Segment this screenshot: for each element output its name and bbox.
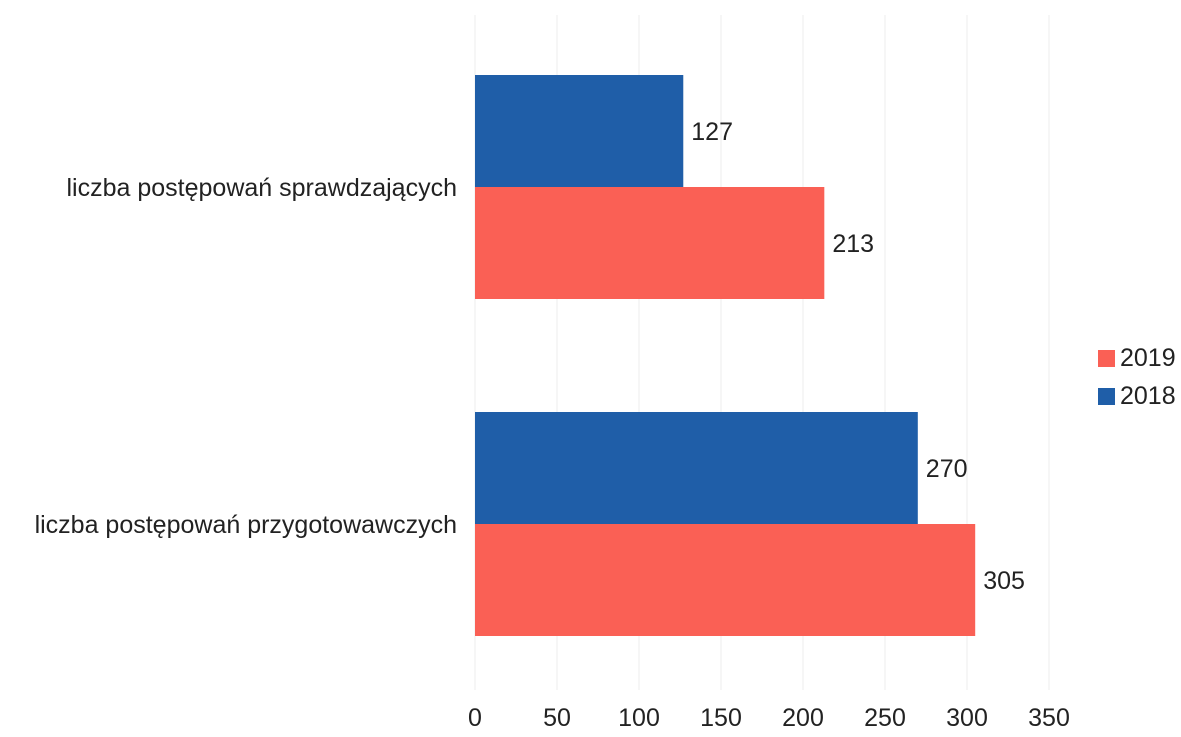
category-labels: liczba postępowań sprawdzających liczba p…: [35, 174, 457, 539]
value-label-2018-1: 270: [926, 455, 968, 483]
bar-2019-0: [475, 187, 825, 299]
legend-swatch-2018: [1098, 388, 1115, 405]
x-tick-label: 200: [782, 704, 824, 732]
value-label-2018-0: 127: [691, 118, 733, 146]
x-tick-label: 350: [1028, 704, 1070, 732]
bar-2018-1: [475, 412, 918, 524]
x-tick-label: 250: [864, 704, 906, 732]
value-labels: 127 213 270 305: [691, 118, 1025, 595]
category-label-1: liczba postępowań przygotowawczych: [35, 511, 457, 539]
x-tick-label: 150: [700, 704, 742, 732]
x-tick-label: 100: [618, 704, 660, 732]
bar-2018-0: [475, 75, 684, 187]
legend: 2019 2018: [1098, 344, 1176, 410]
value-label-2019-0: 213: [832, 230, 874, 258]
x-tick-label: 300: [946, 704, 988, 732]
category-label-0: liczba postępowań sprawdzających: [67, 174, 458, 202]
x-tick-label: 0: [468, 704, 482, 732]
legend-label-2019: 2019: [1120, 344, 1176, 372]
legend-swatch-2019: [1098, 350, 1115, 367]
bar-2019-1: [475, 524, 976, 636]
x-tick-label: 50: [543, 704, 571, 732]
legend-label-2018: 2018: [1120, 382, 1176, 410]
bars: [475, 75, 976, 636]
value-label-2019-1: 305: [983, 567, 1025, 595]
x-axis-tick-labels: 0 50 100 150 200 250 300 350: [468, 704, 1070, 732]
